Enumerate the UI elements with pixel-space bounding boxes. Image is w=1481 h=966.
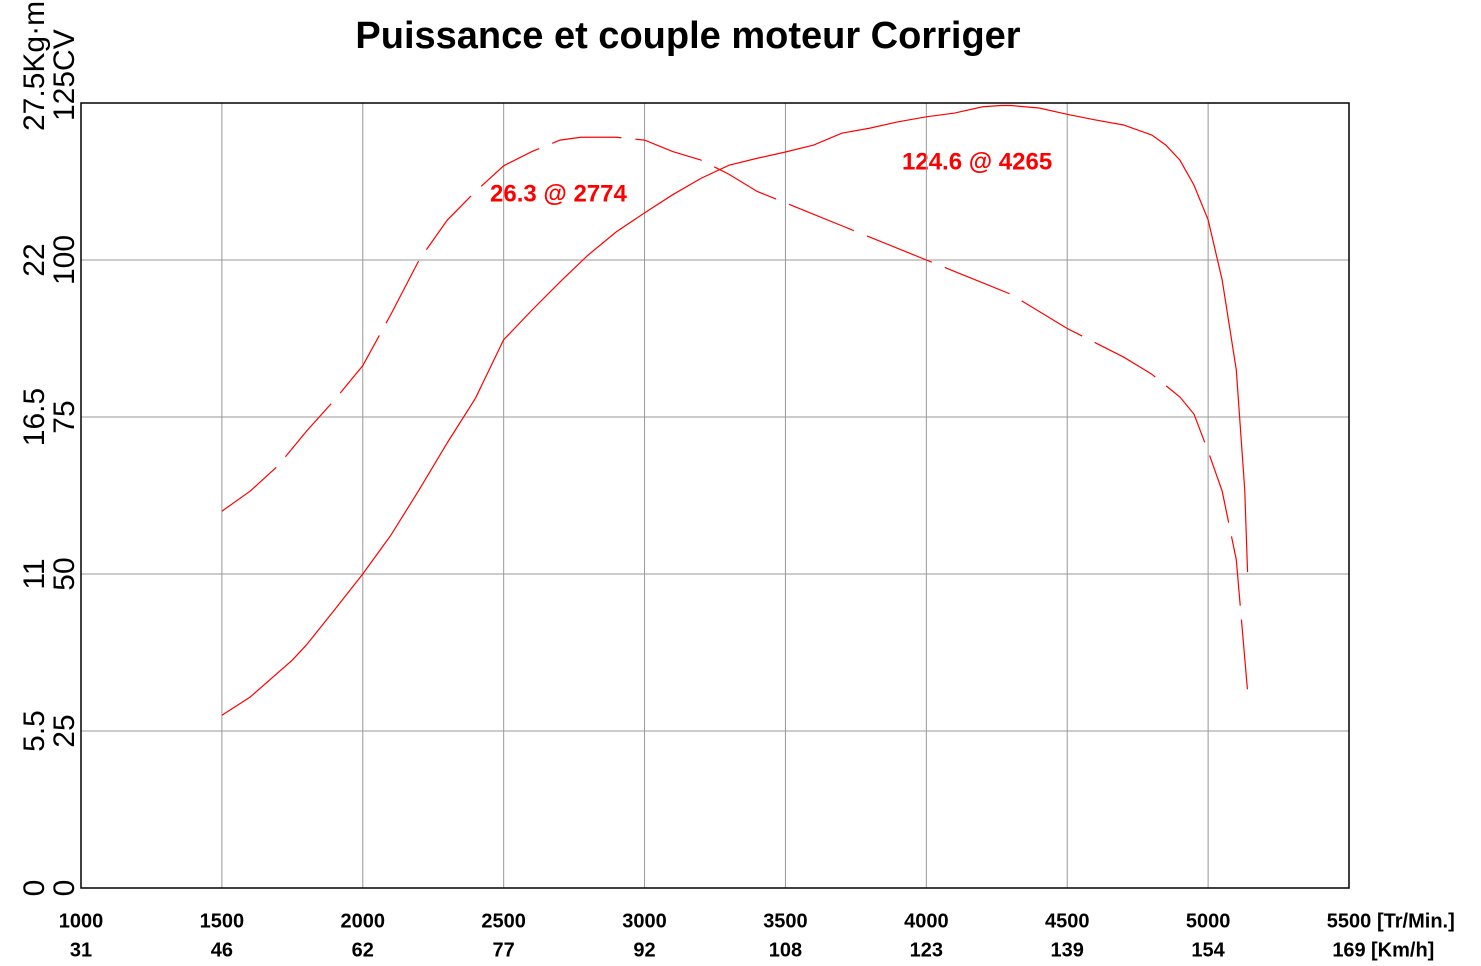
plot-frame	[80, 102, 1350, 889]
y2-tick-label: 27.5Kg·m	[18, 1, 51, 131]
y-tick-label: 25	[48, 714, 81, 747]
y-tick-label: 125CV	[48, 29, 81, 121]
x-tick-label: 1500	[200, 910, 245, 932]
x-tick-label: 5000	[1186, 910, 1231, 932]
y-tick-label: 75	[48, 400, 81, 433]
y2-tick-label: 5.5	[18, 710, 51, 752]
series-line	[221, 104, 1249, 716]
x-tick-label: 1000	[59, 910, 104, 932]
annotation: 26.3 @ 2774	[490, 180, 627, 207]
y2-tick-label: 0	[18, 880, 51, 897]
x2-tick-label: 108	[769, 939, 802, 961]
y-tick-value: 0	[48, 880, 81, 897]
x2-axis-label: [Km/h]	[1371, 939, 1434, 961]
x-tick-label: 3000	[622, 910, 667, 932]
y2-tick-label: 11	[18, 558, 51, 589]
y-tick-value: 25	[48, 714, 81, 747]
y-tick-value: 50	[48, 557, 81, 590]
y-tick-value: 100	[48, 235, 81, 285]
x2-tick-label: 139	[1051, 939, 1084, 961]
y2-tick-value: 27.5	[18, 73, 51, 131]
y2-tick-value: 5.5	[18, 710, 51, 752]
y-tick-value: 125	[48, 71, 81, 121]
x-axis-label: [Tr/Min.]	[1377, 910, 1455, 932]
y-tick-label: 100	[48, 235, 81, 285]
x2-tick-label: 154	[1191, 939, 1225, 961]
y-tick-label: 50	[48, 557, 81, 590]
annotation: 124.6 @ 4265	[902, 148, 1052, 175]
chart-title: Puissance et couple moteur Corriger	[355, 15, 1020, 57]
x-tick-label: 2500	[481, 910, 526, 932]
y2-axis-label: Kg·m	[18, 1, 51, 73]
y2-tick-value: 16.5	[18, 388, 51, 446]
x2-tick-label: 31	[70, 939, 92, 961]
y-tick-label: 0	[48, 880, 81, 897]
x-tick-label: 4000	[904, 910, 949, 932]
y2-tick-value: 0	[18, 880, 51, 897]
x-tick-label: 4500	[1045, 910, 1090, 932]
y-tick-value: 75	[48, 400, 81, 433]
x-tick-label: 2000	[341, 910, 386, 932]
y2-tick-label: 22	[18, 243, 51, 276]
x-tick-label: 3500	[763, 910, 808, 932]
x-tick-label: 5500	[1327, 910, 1372, 932]
y-axis-label: CV	[48, 29, 81, 71]
x2-tick-label: 169	[1332, 939, 1365, 961]
x2-tick-label: 77	[493, 939, 515, 961]
x2-tick-label: 46	[211, 939, 233, 961]
x2-tick-label: 62	[352, 939, 374, 961]
y2-tick-label: 16.5	[18, 388, 51, 446]
series-line	[221, 136, 1249, 692]
x2-tick-label: 92	[633, 939, 655, 961]
x2-tick-label: 123	[910, 939, 943, 961]
y2-tick-value: 22	[18, 243, 51, 276]
y2-tick-value: 11	[18, 558, 51, 589]
